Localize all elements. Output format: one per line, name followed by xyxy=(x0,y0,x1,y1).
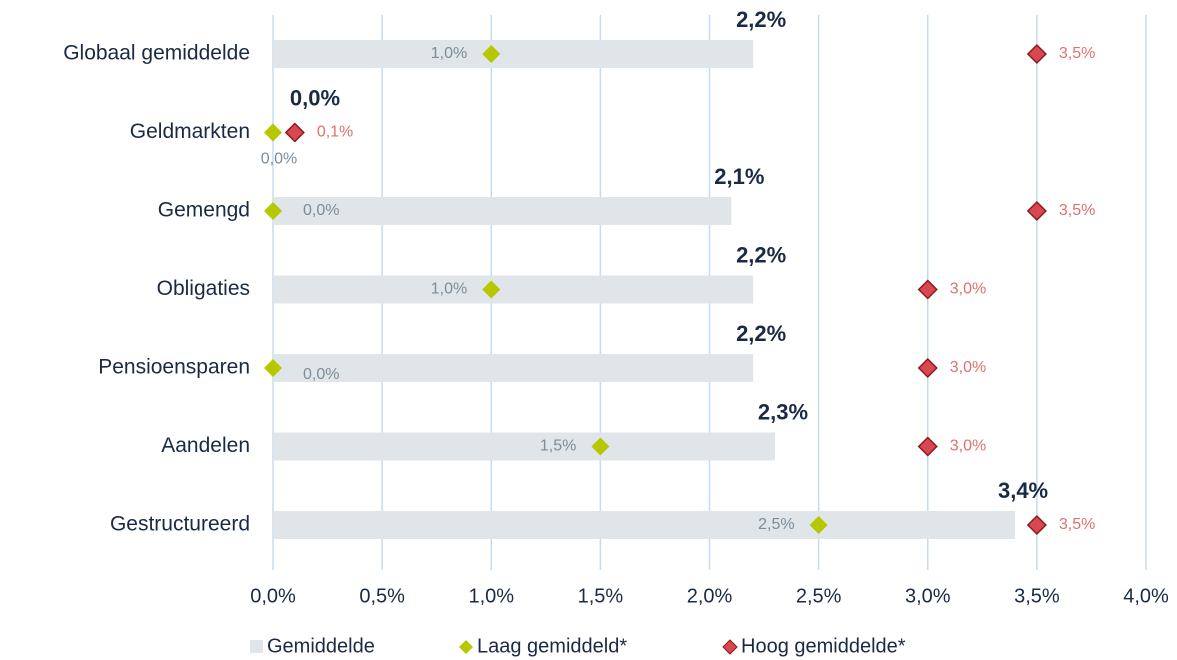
diamond-marker xyxy=(482,45,501,63)
diamond-marker xyxy=(917,357,938,379)
bar-value-label: 2,2% xyxy=(736,7,786,32)
low-label: 2,5% xyxy=(758,516,794,533)
bar-value-label: 2,1% xyxy=(714,164,764,189)
diamond-marker xyxy=(1026,514,1047,536)
high-label: 3,0% xyxy=(950,438,986,455)
high-label: 3,5% xyxy=(1059,45,1095,62)
bar-value-label: 2,2% xyxy=(736,321,786,346)
diamond-marker xyxy=(917,436,938,457)
legend-label: Hoog gemiddelde* xyxy=(741,635,906,657)
y-tick-label: Obligaties xyxy=(157,277,250,300)
bar xyxy=(273,40,754,68)
y-tick-label: Pensioensparen xyxy=(98,356,250,379)
x-tick-label: 3,0% xyxy=(905,585,951,607)
diamond-marker xyxy=(264,359,282,377)
high-label: 3,5% xyxy=(1059,202,1095,219)
low-label: 1,0% xyxy=(431,281,467,298)
x-tick-label: 2,5% xyxy=(796,585,842,607)
legend-label: Laag gemiddeld* xyxy=(477,635,627,657)
diamond-marker xyxy=(264,202,282,220)
legend-swatch xyxy=(722,639,738,655)
y-tick-label: Geldmarkten xyxy=(130,120,250,143)
low-label: 0,0% xyxy=(303,202,339,219)
bar xyxy=(273,511,1016,539)
bar xyxy=(273,197,732,225)
x-tick-label: 3,5% xyxy=(1014,585,1060,607)
low-label: 0,0% xyxy=(303,366,339,383)
legend-swatch xyxy=(250,640,263,653)
y-tick-label: Gestructureerd xyxy=(110,513,250,536)
diamond-marker xyxy=(284,122,305,143)
y-tick-label: Gemengd xyxy=(158,199,250,222)
x-tick-label: 1,0% xyxy=(468,585,514,607)
bar xyxy=(273,354,754,382)
high-label: 0,1% xyxy=(317,124,353,141)
x-tick-label: 4,0% xyxy=(1123,585,1169,607)
diamond-marker xyxy=(264,123,282,142)
bar xyxy=(273,432,775,461)
x-tick-label: 1,5% xyxy=(578,585,624,607)
bar-value-label: 0,0% xyxy=(290,85,340,110)
high-label: 3,5% xyxy=(1059,516,1095,533)
diamond-marker xyxy=(1026,43,1047,65)
bar-value-label: 2,2% xyxy=(736,242,786,267)
low-label: 1,5% xyxy=(540,438,576,455)
high-label: 3,0% xyxy=(950,359,986,376)
diamond-marker xyxy=(591,437,610,456)
diamond-marker xyxy=(1026,200,1047,222)
legend-label: Gemiddelde xyxy=(267,635,375,657)
diamond-marker xyxy=(917,279,938,300)
bar xyxy=(273,275,754,304)
x-tick-label: 2,0% xyxy=(687,585,733,607)
bar-value-label: 2,3% xyxy=(758,399,808,424)
diamond-marker xyxy=(482,280,501,299)
x-tick-label: 0,0% xyxy=(250,585,296,607)
y-tick-label: Globaal gemiddelde xyxy=(63,42,250,65)
diamond-marker xyxy=(809,516,828,534)
bar-value-label: 3,4% xyxy=(998,478,1048,503)
x-tick-label: 0,5% xyxy=(359,585,405,607)
low-label: 0,0% xyxy=(261,151,297,168)
y-tick-label: Aandelen xyxy=(161,434,250,457)
low-label: 1,0% xyxy=(431,45,467,62)
high-label: 3,0% xyxy=(950,281,986,298)
legend-swatch xyxy=(459,640,473,654)
